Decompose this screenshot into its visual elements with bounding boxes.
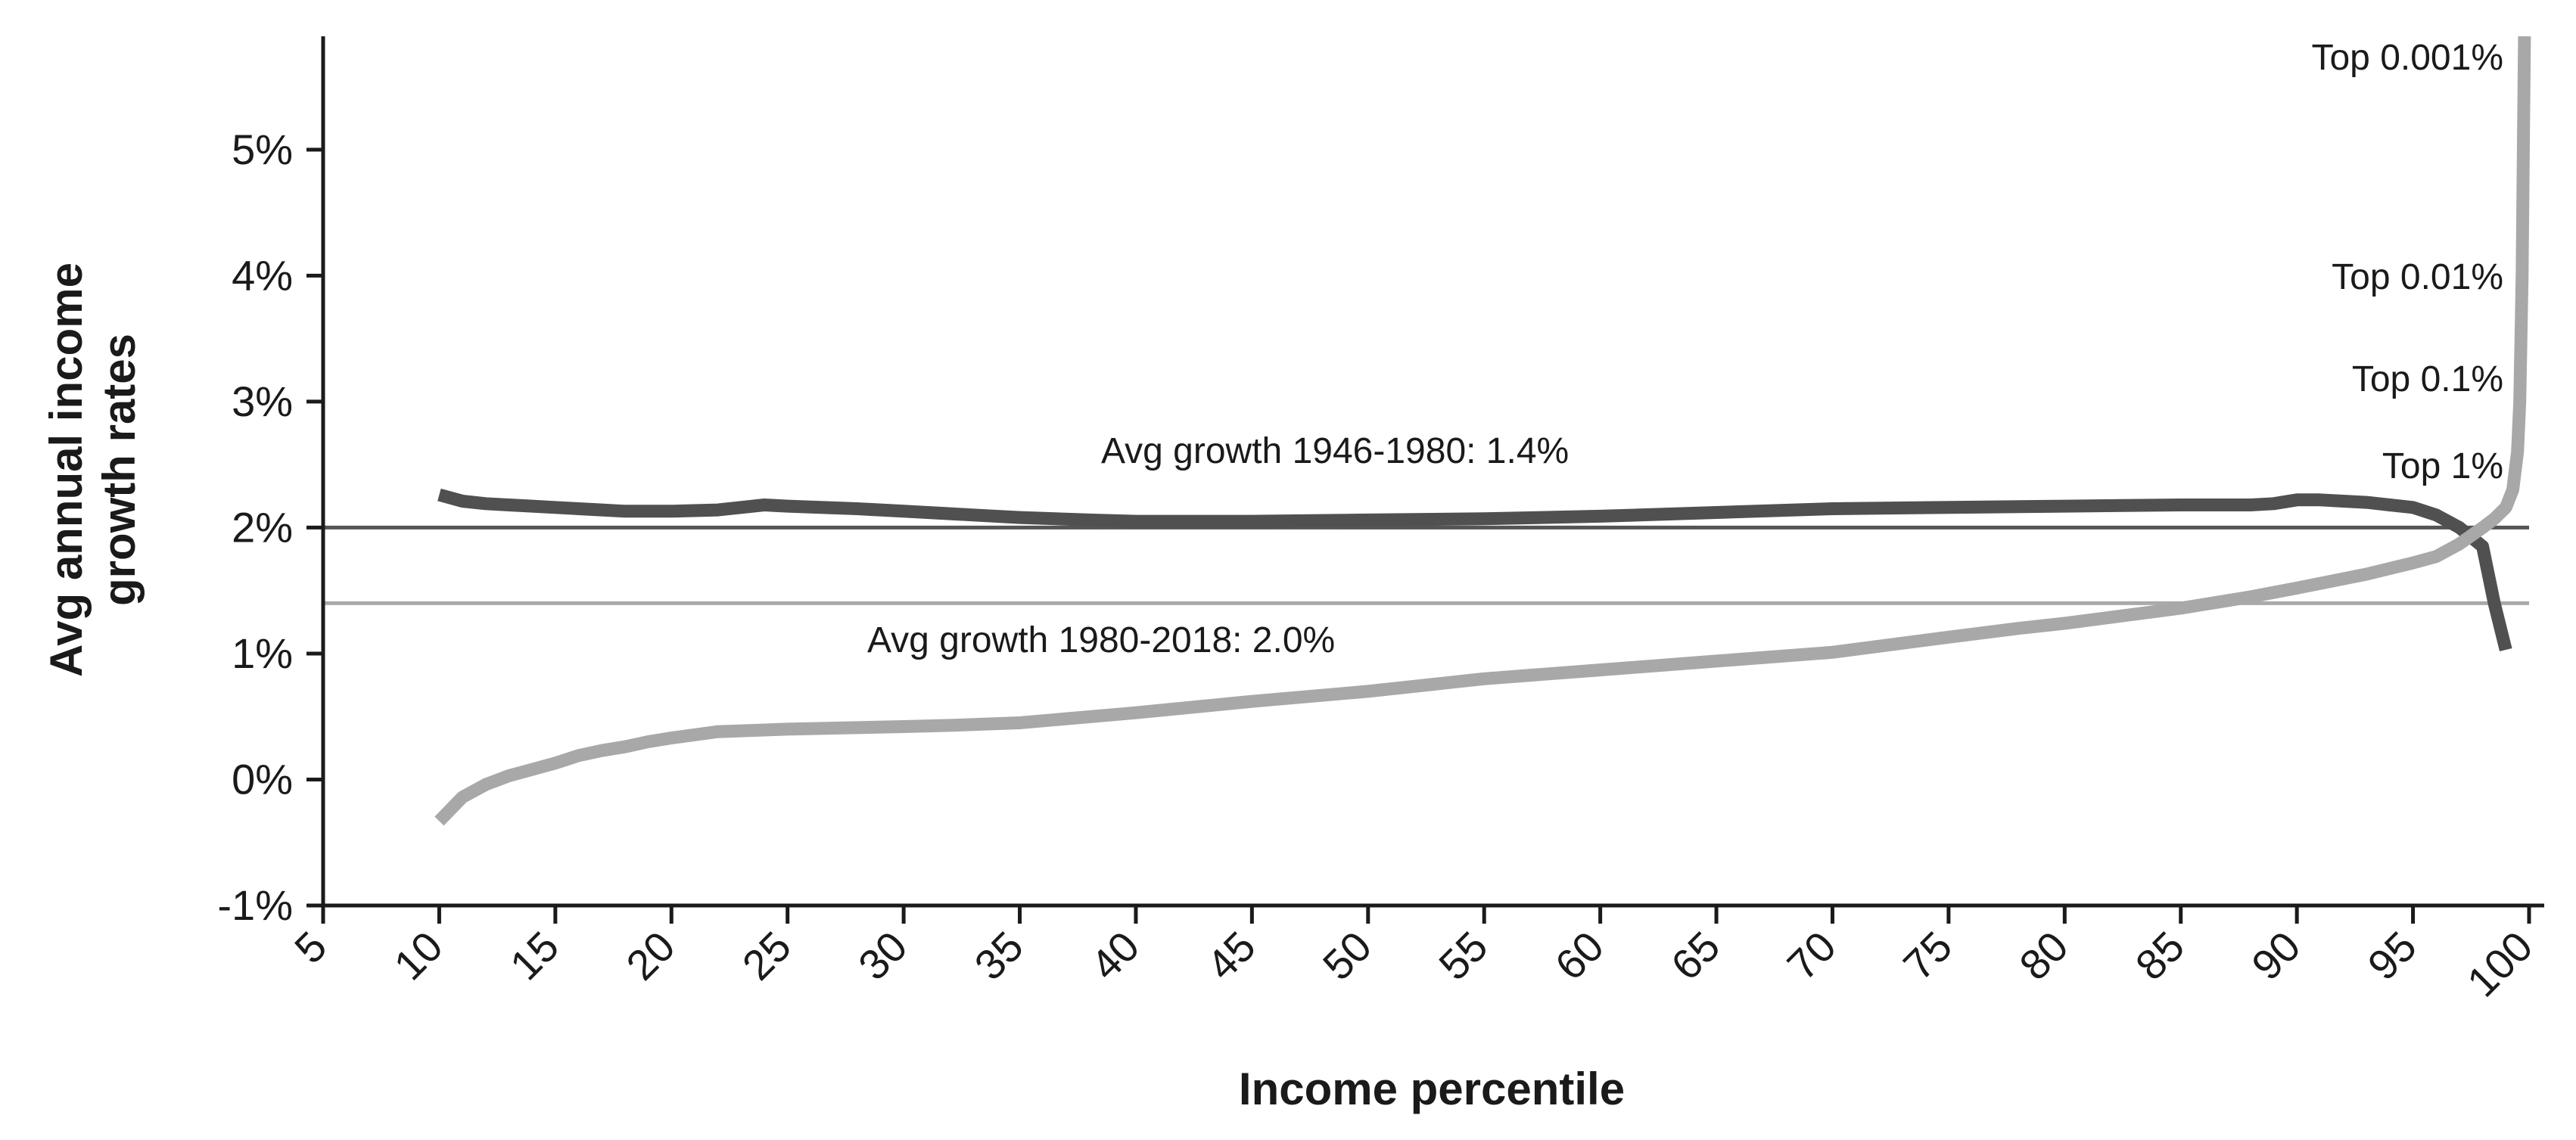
- x-tick-label: 40: [1081, 922, 1149, 989]
- y-axis-title-line-2: growth rates: [94, 334, 145, 606]
- annotation-1946-1980: Avg growth 1946-1980: 1.4%: [1101, 431, 1569, 471]
- x-tick-label: 35: [965, 922, 1032, 989]
- y-axis-title-line-1: Avg annual income: [41, 262, 92, 677]
- series-lines: [434, 36, 2531, 826]
- x-tick-label: 15: [501, 922, 568, 989]
- annotation-top-1: Top 1%: [2382, 446, 2503, 486]
- annotation-top-0.01: Top 0.01%: [2332, 257, 2503, 297]
- x-tick-label: 5: [285, 922, 336, 973]
- series-line-1946-1980: [437, 488, 2512, 652]
- y-tick-label: 1%: [232, 629, 293, 677]
- y-axis-title: Avg annual income growth rates: [41, 262, 145, 677]
- annotation-top-0.1: Top 0.1%: [2352, 359, 2503, 399]
- x-tick-label: 45: [1197, 922, 1265, 989]
- x-ticks: 5 10 15 20 25 30 35 40 45 50 55 60 65 70 75 80 85 90 95 100: [285, 905, 2542, 1006]
- x-tick-label: 90: [2242, 922, 2310, 989]
- x-tick-label: 95: [2358, 922, 2425, 989]
- x-tick-label: 70: [1778, 922, 1845, 989]
- x-axis-title: Income percentile: [1239, 1064, 1625, 1114]
- annotation-1980-2018: Avg growth 1980-2018: 2.0%: [867, 620, 1335, 660]
- x-tick-label: 100: [2458, 922, 2542, 1006]
- x-tick-label: 60: [1546, 922, 1613, 989]
- x-tick-label: 65: [1662, 922, 1729, 989]
- reference-lines: [323, 525, 2529, 605]
- x-tick-label: 30: [849, 922, 916, 989]
- x-tick-label: 10: [384, 922, 452, 989]
- series-line-1980-2018: [434, 36, 2531, 826]
- axes: [321, 36, 2544, 908]
- x-tick-label: 75: [1894, 922, 1962, 989]
- y-tick-label: -1%: [217, 881, 293, 929]
- annotation-top-0.001: Top 0.001%: [2311, 38, 2503, 78]
- y-ticks: -1% 0% 1% 2% 3% 4% 5%: [217, 126, 323, 929]
- x-tick-label: 80: [2010, 922, 2077, 989]
- y-tick-label: 3%: [232, 377, 293, 425]
- y-tick-label: 0%: [232, 755, 293, 803]
- x-tick-label: 25: [733, 922, 801, 989]
- y-tick-label: 5%: [232, 126, 293, 173]
- x-tick-label: 20: [617, 922, 684, 989]
- x-tick-label: 55: [1430, 922, 1497, 989]
- y-tick-label: 4%: [232, 251, 293, 299]
- x-tick-label: 50: [1314, 922, 1381, 989]
- y-tick-label: 2%: [232, 503, 293, 551]
- x-tick-label: 85: [2126, 922, 2194, 989]
